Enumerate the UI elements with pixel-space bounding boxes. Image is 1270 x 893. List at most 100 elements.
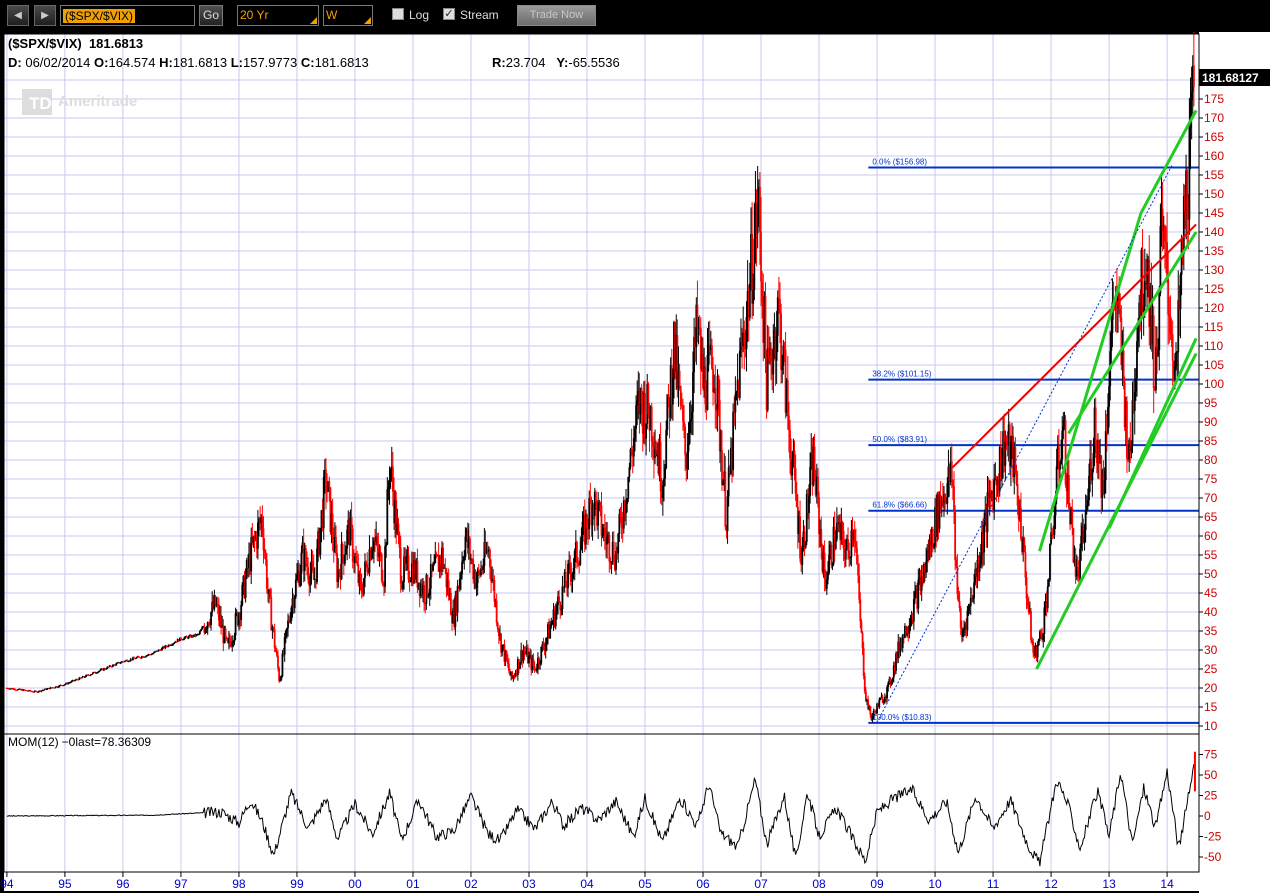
candle-body xyxy=(145,655,148,657)
candle-body xyxy=(147,654,150,656)
candle-body xyxy=(956,565,959,594)
dropdown-arrow-icon xyxy=(364,17,371,24)
candle-body xyxy=(9,688,12,690)
frequency-dropdown[interactable]: W xyxy=(323,5,373,26)
candle-body xyxy=(746,290,749,318)
candle-body xyxy=(374,540,376,542)
forward-arrow-icon[interactable]: ▶ xyxy=(34,5,56,26)
candle-body xyxy=(506,660,509,664)
candle-body xyxy=(1060,459,1063,465)
candle-body xyxy=(441,547,443,566)
title-symbol: ($SPX/$VIX) xyxy=(8,36,82,51)
candle-body xyxy=(1130,445,1133,452)
candle-body xyxy=(550,624,553,627)
candle-body xyxy=(948,466,951,482)
candle-body xyxy=(603,527,606,537)
candle-body xyxy=(792,450,795,463)
trendline-green xyxy=(1139,109,1198,214)
candle-body xyxy=(315,578,317,582)
candle-body xyxy=(400,583,403,589)
candle-body xyxy=(224,628,227,638)
candle-body xyxy=(987,492,990,499)
candle-body xyxy=(333,536,336,552)
go-button[interactable]: Go xyxy=(199,5,223,26)
back-arrow-icon[interactable]: ◀ xyxy=(7,5,29,26)
candle-body xyxy=(1094,407,1097,446)
candle-body xyxy=(470,559,472,561)
candle-body xyxy=(114,664,117,666)
candle-body xyxy=(494,600,497,602)
candle-body xyxy=(618,513,621,534)
chart-title: ($SPX/$VIX) 181.6813 xyxy=(8,36,143,51)
candle-body xyxy=(300,552,303,574)
candle-body xyxy=(223,628,226,644)
candle-body xyxy=(462,560,465,562)
candle-body xyxy=(378,552,381,557)
momentum-tick-label: -50 xyxy=(1204,850,1222,864)
candle-body xyxy=(139,657,142,659)
candle-body xyxy=(26,690,28,692)
candle-body xyxy=(734,394,737,413)
candle-body xyxy=(545,637,548,644)
candle-body xyxy=(828,554,830,573)
candle-body xyxy=(365,561,368,564)
candle-body xyxy=(742,332,745,347)
dropdown-arrow-icon xyxy=(310,17,317,24)
candle-body xyxy=(665,429,668,469)
candle-body xyxy=(875,711,877,714)
candle-body xyxy=(869,706,872,715)
candle-body xyxy=(815,476,818,496)
candle-body xyxy=(520,650,523,663)
candle-body xyxy=(862,648,865,677)
last-price-label: 181.68127 xyxy=(1202,71,1259,85)
candle-body xyxy=(476,570,479,584)
candle-body xyxy=(1011,435,1013,443)
candle-body xyxy=(486,549,489,552)
candle-body xyxy=(992,492,994,510)
momentum-tick-label: 0 xyxy=(1204,809,1211,823)
candle-body xyxy=(881,696,884,703)
candle-body xyxy=(76,679,79,681)
year-tick-label: 07 xyxy=(754,877,768,891)
candle-body xyxy=(638,390,641,415)
candle-body xyxy=(525,647,528,654)
candle-body xyxy=(1163,224,1166,241)
candle-body xyxy=(1047,579,1050,587)
trendline-green xyxy=(1038,212,1143,552)
candle-body xyxy=(991,492,993,495)
candle-body xyxy=(31,691,34,693)
year-tick-label: 01 xyxy=(406,877,420,891)
candle-body xyxy=(573,550,576,568)
candle-body xyxy=(38,690,41,692)
candle-body xyxy=(728,467,731,474)
candle-body xyxy=(519,662,521,669)
candle-body xyxy=(212,601,215,609)
candle-body xyxy=(1165,240,1167,243)
candle-body xyxy=(999,446,1002,480)
candle-body xyxy=(456,586,459,613)
candle-body xyxy=(962,630,964,637)
candle-body xyxy=(406,555,409,557)
candle-body xyxy=(461,561,463,575)
candle-body xyxy=(301,542,304,553)
price-tick-label: 135 xyxy=(1204,244,1224,258)
candle-body xyxy=(724,471,727,527)
candle-body xyxy=(281,653,284,677)
candle-body xyxy=(466,529,469,548)
candle-body xyxy=(647,384,650,415)
candle-body xyxy=(443,567,446,569)
symbol-input[interactable]: ($SPX/$VIX) xyxy=(60,5,195,26)
candle-body xyxy=(1076,567,1079,571)
candle-body xyxy=(771,363,774,375)
stream-checkbox[interactable]: ✓ xyxy=(443,8,455,20)
candle-body xyxy=(219,614,221,621)
candle-body xyxy=(193,634,196,637)
candle-body xyxy=(448,592,451,597)
log-checkbox[interactable] xyxy=(392,8,404,20)
trade-now-button[interactable]: Trade Now xyxy=(517,5,596,26)
candle-body xyxy=(142,656,144,658)
period-dropdown[interactable]: 20 Yr xyxy=(237,5,319,26)
candle-body xyxy=(244,576,247,598)
candle-body xyxy=(974,568,977,583)
candle-body xyxy=(1101,471,1104,498)
